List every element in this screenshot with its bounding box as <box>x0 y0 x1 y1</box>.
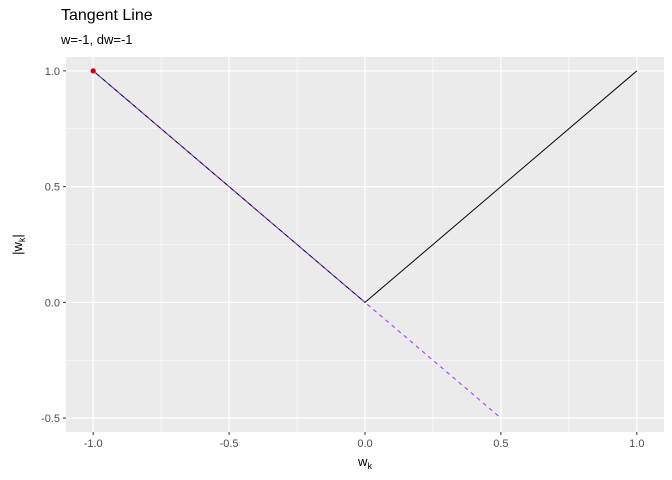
y-tick-label: 0.5 <box>45 182 60 194</box>
y-axis-title-prefix: |w <box>10 241 25 254</box>
tangent-point <box>90 68 96 74</box>
y-axis-title-suffix: | <box>10 234 25 237</box>
chart-title: Tangent Line <box>61 7 153 24</box>
series-layer <box>90 68 638 419</box>
y-tick-label: 1.0 <box>45 66 60 78</box>
x-axis-title: wk <box>357 454 372 471</box>
y-axis-title: |wk| <box>10 234 27 255</box>
x-axis-title-subscript: k <box>367 461 372 471</box>
x-tick-label: -0.5 <box>220 438 239 450</box>
y-axis-title-subscript: k <box>17 237 27 242</box>
x-axis-title-base: w <box>357 454 368 469</box>
x-tick-label: 0.5 <box>493 438 508 450</box>
y-tick-label: 0.0 <box>45 297 60 309</box>
x-tick-label: 0.0 <box>357 438 372 450</box>
x-tick-label: -1.0 <box>84 438 103 450</box>
major-gridlines <box>66 57 664 432</box>
x-axis: -1.0 -0.5 0.0 0.5 1.0 <box>84 432 644 450</box>
tangent-line <box>92 70 502 419</box>
y-tick-label: -0.5 <box>41 413 60 425</box>
chart-subtitle: w=-1, dw=-1 <box>61 32 133 47</box>
abs-value-line <box>92 70 638 304</box>
y-axis: -0.5 0.0 0.5 1.0 <box>41 66 66 425</box>
x-tick-label: 1.0 <box>629 438 644 450</box>
